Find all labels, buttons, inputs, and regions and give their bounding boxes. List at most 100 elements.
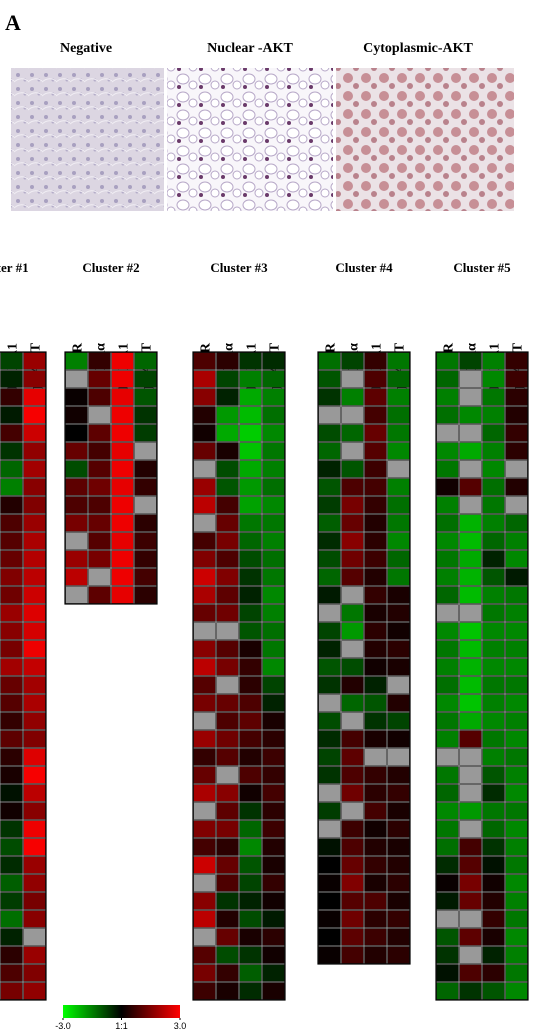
- cell: [437, 407, 459, 424]
- cell: [460, 857, 482, 874]
- missing-cell: [135, 497, 157, 514]
- cell: [483, 677, 505, 694]
- cell: [506, 623, 528, 640]
- cell: [240, 983, 262, 1000]
- cell: [217, 443, 239, 460]
- cell: [506, 659, 528, 676]
- micrograph: [11, 68, 164, 211]
- missing-cell: [506, 497, 528, 514]
- cell: [483, 353, 505, 370]
- cell: [483, 965, 505, 982]
- cell: [342, 749, 364, 766]
- cell: [217, 803, 239, 820]
- cell: [319, 389, 341, 406]
- cell: [388, 929, 410, 946]
- cluster-title: Cluster #4: [335, 260, 393, 275]
- cell: [437, 983, 459, 1000]
- missing-cell: [342, 443, 364, 460]
- cell: [263, 983, 285, 1000]
- missing-cell: [66, 587, 88, 604]
- cell: [342, 839, 364, 856]
- cell: [506, 947, 528, 964]
- missing-cell: [437, 605, 459, 622]
- cell: [365, 443, 387, 460]
- missing-cell: [506, 461, 528, 478]
- cell: [342, 623, 364, 640]
- cell: [24, 875, 46, 892]
- cell: [506, 677, 528, 694]
- cell: [319, 353, 341, 370]
- cell: [483, 443, 505, 460]
- cell: [263, 749, 285, 766]
- cell: [388, 605, 410, 622]
- missing-cell: [460, 911, 482, 928]
- cell: [388, 587, 410, 604]
- cell: [24, 443, 46, 460]
- cell: [319, 947, 341, 964]
- cell: [24, 479, 46, 496]
- cell: [66, 479, 88, 496]
- cell: [365, 677, 387, 694]
- cell: [24, 515, 46, 532]
- cell: [112, 425, 134, 442]
- cell: [263, 911, 285, 928]
- cell: [365, 623, 387, 640]
- cell: [217, 569, 239, 586]
- cell: [1, 461, 23, 478]
- cell: [240, 461, 262, 478]
- cell: [240, 605, 262, 622]
- cell: [342, 425, 364, 442]
- cell: [24, 353, 46, 370]
- cell: [365, 893, 387, 910]
- cell: [388, 407, 410, 424]
- cell: [365, 587, 387, 604]
- cell: [365, 713, 387, 730]
- cell: [1, 947, 23, 964]
- cell: [460, 803, 482, 820]
- cell: [24, 803, 46, 820]
- micrograph: [336, 68, 514, 211]
- cell: [194, 695, 216, 712]
- cell: [194, 443, 216, 460]
- missing-cell: [194, 623, 216, 640]
- cell: [263, 479, 285, 496]
- cell: [506, 443, 528, 460]
- missing-cell: [66, 371, 88, 388]
- cell: [437, 533, 459, 550]
- cell: [319, 767, 341, 784]
- cell: [460, 533, 482, 550]
- cell: [263, 443, 285, 460]
- cell: [194, 821, 216, 838]
- page: {"chart_data":{"type":"heatmap","panel_l…: [0, 0, 535, 1032]
- missing-cell: [194, 515, 216, 532]
- cell: [24, 677, 46, 694]
- cell: [365, 515, 387, 532]
- cell: [460, 641, 482, 658]
- cell: [342, 695, 364, 712]
- cell: [365, 857, 387, 874]
- missing-cell: [89, 407, 111, 424]
- missing-cell: [342, 641, 364, 658]
- cell: [240, 353, 262, 370]
- cell: [217, 479, 239, 496]
- cell: [135, 425, 157, 442]
- cluster-heatmap: [319, 353, 410, 964]
- cell: [388, 875, 410, 892]
- cell: [217, 533, 239, 550]
- cell: [460, 515, 482, 532]
- cell: [319, 515, 341, 532]
- cell: [89, 497, 111, 514]
- cell: [217, 641, 239, 658]
- cell: [342, 947, 364, 964]
- cell: [460, 479, 482, 496]
- cell: [319, 731, 341, 748]
- cell: [437, 695, 459, 712]
- cell: [388, 389, 410, 406]
- cell: [240, 659, 262, 676]
- cell: [437, 587, 459, 604]
- cell: [263, 425, 285, 442]
- cell: [240, 677, 262, 694]
- cell: [460, 353, 482, 370]
- cell: [437, 731, 459, 748]
- cell: [483, 605, 505, 622]
